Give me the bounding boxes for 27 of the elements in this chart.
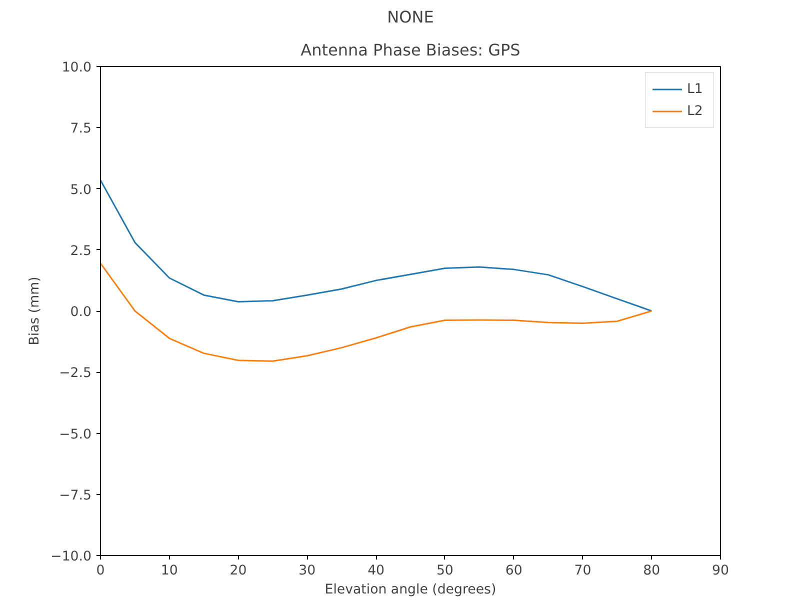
y-tick-label: 0.0	[70, 305, 92, 320]
line-series	[100, 179, 652, 312]
x-tick-label: 80	[643, 564, 660, 578]
legend-label: L1	[687, 82, 704, 96]
x-tick-label: 40	[368, 564, 385, 578]
chart-title: NONE	[387, 8, 434, 26]
y-tick-label: 10.0	[62, 60, 92, 76]
x-tick-label: 0	[96, 564, 105, 578]
legend-label: L2	[687, 104, 704, 118]
y-tick-label: 5.0	[70, 182, 92, 198]
y-tick-label: −2.5	[59, 366, 92, 382]
x-tick-label: 10	[160, 564, 178, 578]
x-axis-title: Elevation angle (degrees)	[324, 582, 496, 598]
y-tick-label: −10.0	[50, 550, 92, 564]
y-tick-label: −5.0	[59, 427, 92, 442]
y-tick-label: 7.5	[70, 122, 92, 137]
line-series	[100, 262, 652, 362]
x-tick-label: 90	[712, 564, 729, 578]
x-tick-label: 70	[574, 564, 592, 578]
y-axis-title: Bias (mm)	[28, 276, 43, 346]
x-tick-label: 30	[298, 564, 316, 578]
x-tick-label: 20	[230, 564, 247, 578]
x-tick-label: 50	[436, 564, 454, 578]
y-tick-label: 2.5	[70, 244, 92, 259]
chart-subtitle: Antenna Phase Biases: GPS	[300, 40, 520, 60]
y-tick-label: −7.5	[59, 488, 92, 504]
x-tick-label: 60	[505, 564, 522, 578]
